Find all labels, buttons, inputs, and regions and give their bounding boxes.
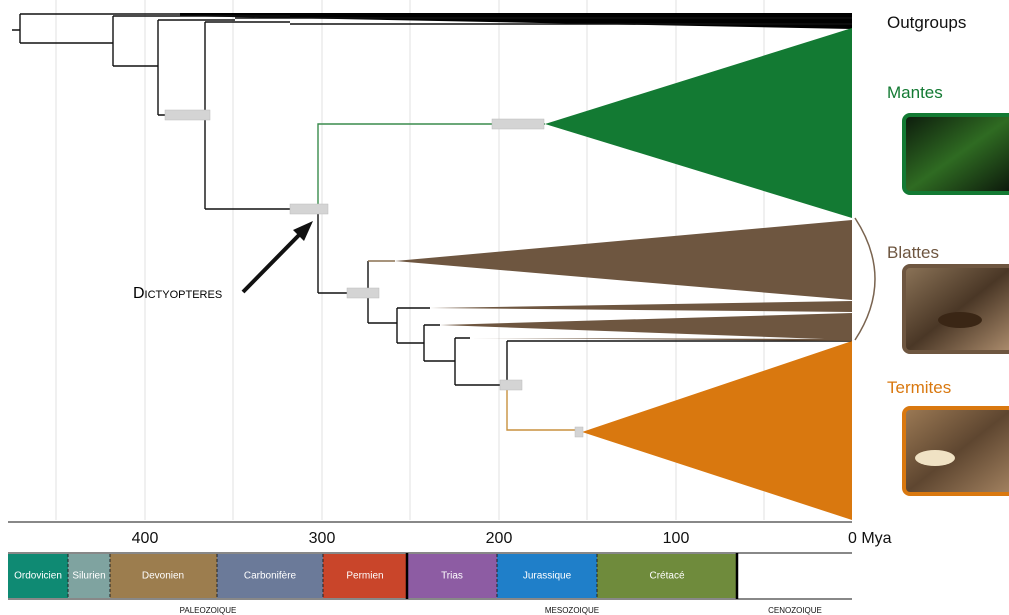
termites-photo xyxy=(904,408,1009,494)
period-label: Jurassique xyxy=(523,571,572,582)
period-label: Silurien xyxy=(72,571,105,582)
mantes-wedge xyxy=(545,28,852,218)
node-age-bars xyxy=(165,110,583,437)
period-label: Devonien xyxy=(142,571,184,582)
period-label: Trias xyxy=(441,571,463,582)
era-label: CENOZOIQUE xyxy=(768,606,822,615)
clade-label: Blattes xyxy=(887,243,939,262)
clade-label: Mantes xyxy=(887,83,943,102)
blattes-bracket xyxy=(855,218,875,340)
era-label: PALEOZOIQUE xyxy=(180,606,237,615)
axis-tick-label: 400 xyxy=(132,530,159,547)
period-label: Permien xyxy=(346,571,383,582)
termites-branch xyxy=(507,385,582,430)
annotation-arrow xyxy=(243,232,302,292)
blattes-wedge xyxy=(440,313,852,340)
period-bar xyxy=(8,553,852,599)
mantes-branch xyxy=(318,124,545,209)
annotation-label: Dictyopteres xyxy=(133,285,222,302)
blattes-wedge xyxy=(395,220,852,300)
axis-tick-label: 200 xyxy=(486,530,513,547)
mantes-photo xyxy=(904,115,1009,193)
photo-detail xyxy=(915,450,955,466)
clade-label: Outgroups xyxy=(887,13,966,32)
blattes-photo xyxy=(904,266,1009,352)
phylogeny-figure: Dictyopteres Outgroups Mantes Blattes Te… xyxy=(0,0,1009,615)
axis-tick-label: 100 xyxy=(663,530,690,547)
axis-tick-label: 0 Mya xyxy=(848,530,892,547)
period-label: Carbonifère xyxy=(244,571,297,582)
photo-detail xyxy=(938,312,982,328)
blattes-wedge xyxy=(430,301,852,312)
period-label: Crétacé xyxy=(649,571,684,582)
axis-tick-label: 300 xyxy=(309,530,336,547)
termites-wedge xyxy=(582,341,852,520)
period-label: Ordovicien xyxy=(14,571,62,582)
clade-label: Termites xyxy=(887,378,951,397)
era-label: MESOZOIQUE xyxy=(545,606,599,615)
